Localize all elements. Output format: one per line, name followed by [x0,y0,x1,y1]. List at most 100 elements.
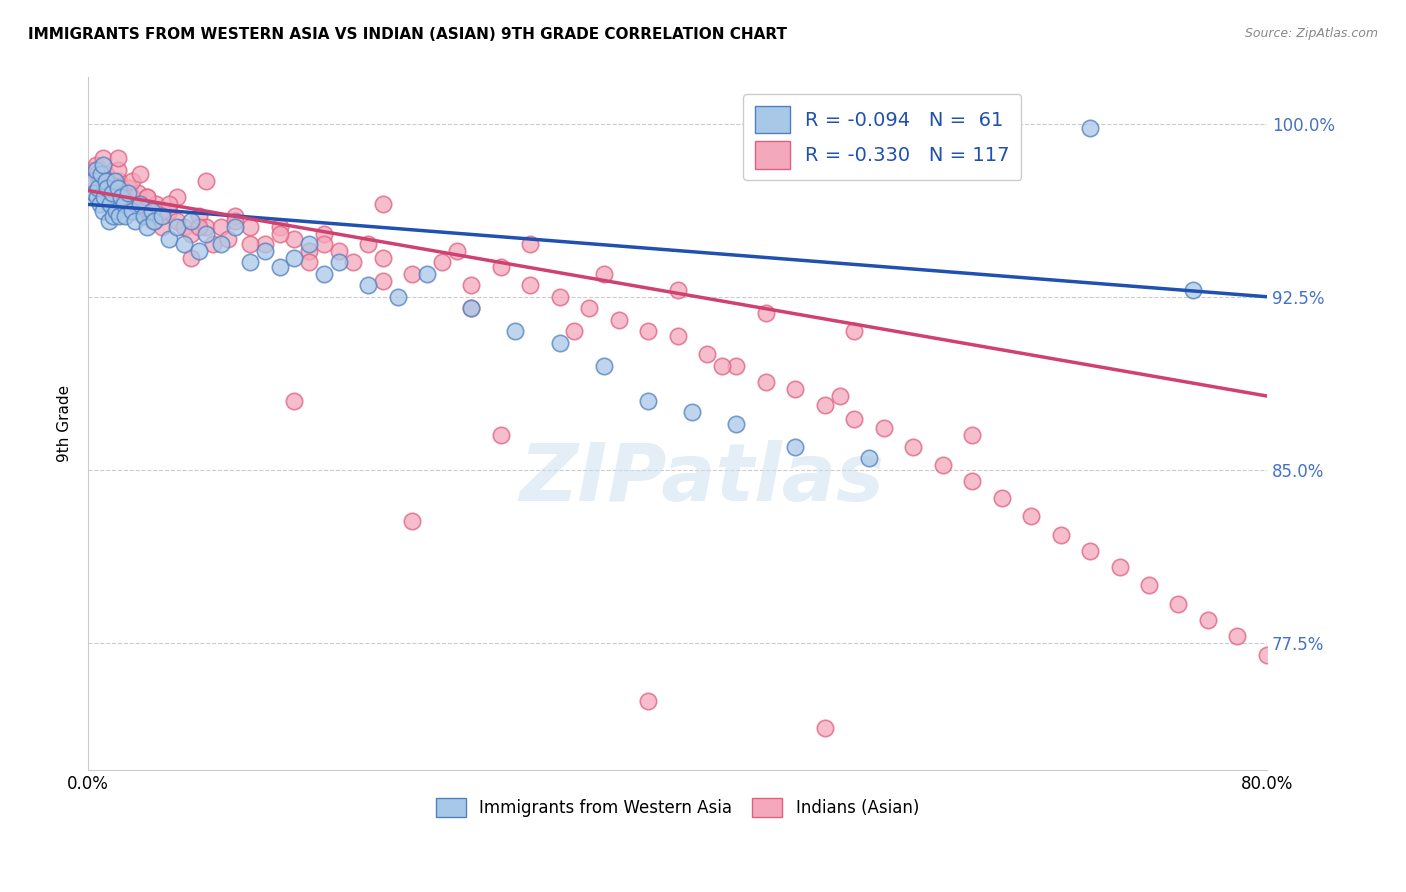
Point [283,232,305,246]
Point [224,213,246,227]
Text: Source: ZipAtlas.com: Source: ZipAtlas.com [1244,27,1378,40]
Point [94,174,117,188]
Point [1226,629,1249,643]
Point [371,197,394,211]
Point [157,232,180,246]
Point [195,227,218,242]
Point [150,220,173,235]
Point [89,197,111,211]
Point [342,255,364,269]
Point [637,393,659,408]
Point [710,359,733,373]
Point [100,174,122,188]
Point [607,313,630,327]
Point [187,244,209,258]
Point [592,359,614,373]
Point [134,209,156,223]
Point [253,236,276,251]
Point [97,197,120,211]
Point [269,260,291,274]
Point [136,190,159,204]
Point [121,174,143,188]
Point [124,204,146,219]
Point [328,255,350,269]
Point [637,694,659,708]
Point [87,181,110,195]
Point [173,236,195,251]
Point [401,267,423,281]
Point [519,236,541,251]
Point [91,151,114,165]
Point [312,227,335,242]
Point [91,204,114,219]
Point [129,197,152,211]
Point [785,382,807,396]
Point [725,359,748,373]
Point [110,190,132,204]
Point [298,236,321,251]
Point [134,209,156,223]
Point [217,232,239,246]
Point [111,181,134,195]
Point [90,168,112,182]
Point [117,197,139,211]
Point [1078,121,1101,136]
Point [990,491,1012,505]
Point [224,220,246,235]
Point [139,204,162,219]
Point [519,278,541,293]
Point [195,220,218,235]
Point [401,514,423,528]
Point [814,722,837,736]
Point [725,417,748,431]
Point [844,412,866,426]
Point [357,236,380,251]
Point [124,213,146,227]
Point [83,186,105,200]
Point [446,244,468,258]
Point [91,158,114,172]
Point [298,255,321,269]
Point [371,274,394,288]
Point [93,190,115,204]
Point [180,227,202,242]
Point [84,162,107,177]
Point [269,227,291,242]
Point [108,174,131,188]
Point [202,236,225,251]
Point [187,209,209,223]
Point [114,186,136,200]
Point [157,197,180,211]
Point [814,398,837,412]
Point [107,162,129,177]
Point [166,220,188,235]
Point [141,204,163,219]
Point [112,197,135,211]
Point [107,181,129,195]
Point [209,220,232,235]
Point [1078,543,1101,558]
Point [157,204,180,219]
Point [239,236,262,251]
Point [117,186,139,200]
Point [269,220,291,235]
Point [564,324,586,338]
Point [86,190,108,204]
Point [97,213,120,227]
Point [592,267,614,281]
Point [960,428,983,442]
Point [112,197,135,211]
Point [489,428,512,442]
Point [108,209,131,223]
Point [187,220,209,235]
Point [1167,597,1189,611]
Point [755,375,778,389]
Point [489,260,512,274]
Point [239,255,262,269]
Point [755,306,778,320]
Point [416,267,439,281]
Point [150,209,173,223]
Point [105,204,128,219]
Point [1256,648,1278,662]
Legend: Immigrants from Western Asia, Indians (Asian): Immigrants from Western Asia, Indians (A… [429,791,925,824]
